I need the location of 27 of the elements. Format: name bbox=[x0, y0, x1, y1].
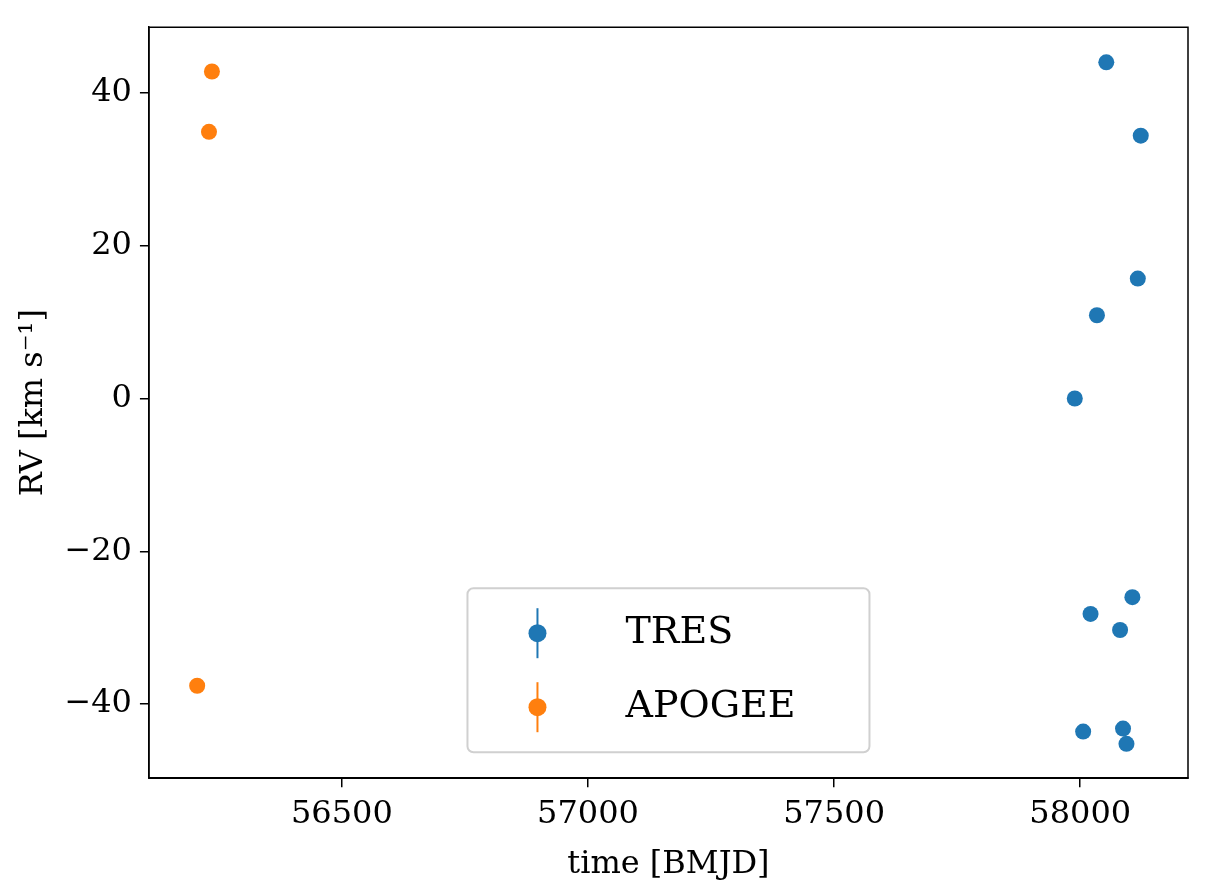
y-tick-label: 40 bbox=[91, 71, 132, 110]
point bbox=[1075, 723, 1092, 740]
point bbox=[189, 677, 206, 694]
point bbox=[1112, 621, 1129, 638]
x-tick-label: 58000 bbox=[1029, 792, 1132, 831]
point bbox=[1115, 720, 1132, 737]
point bbox=[1066, 390, 1083, 407]
point bbox=[1132, 127, 1149, 144]
point bbox=[1124, 589, 1141, 606]
point bbox=[200, 123, 217, 140]
y-axis-title: RV [km s⁻¹] bbox=[11, 309, 50, 497]
x-tick-label: 57000 bbox=[537, 792, 639, 831]
point bbox=[1118, 735, 1135, 752]
point bbox=[203, 63, 220, 80]
legend-label: TRES bbox=[625, 608, 734, 653]
x-tick-label: 56500 bbox=[290, 792, 393, 831]
point bbox=[1098, 54, 1115, 71]
y-tick-label: −20 bbox=[64, 529, 132, 568]
legend-label: APOGEE bbox=[624, 682, 796, 727]
y-tick-label: −40 bbox=[64, 682, 132, 721]
x-tick-label: 57500 bbox=[783, 792, 885, 831]
point bbox=[1082, 605, 1099, 622]
x-axis-title: time [BMJD] bbox=[567, 843, 770, 882]
y-tick-label: 20 bbox=[91, 224, 132, 263]
point bbox=[1129, 270, 1146, 287]
point bbox=[1088, 307, 1105, 324]
y-tick-label: 0 bbox=[111, 376, 132, 415]
